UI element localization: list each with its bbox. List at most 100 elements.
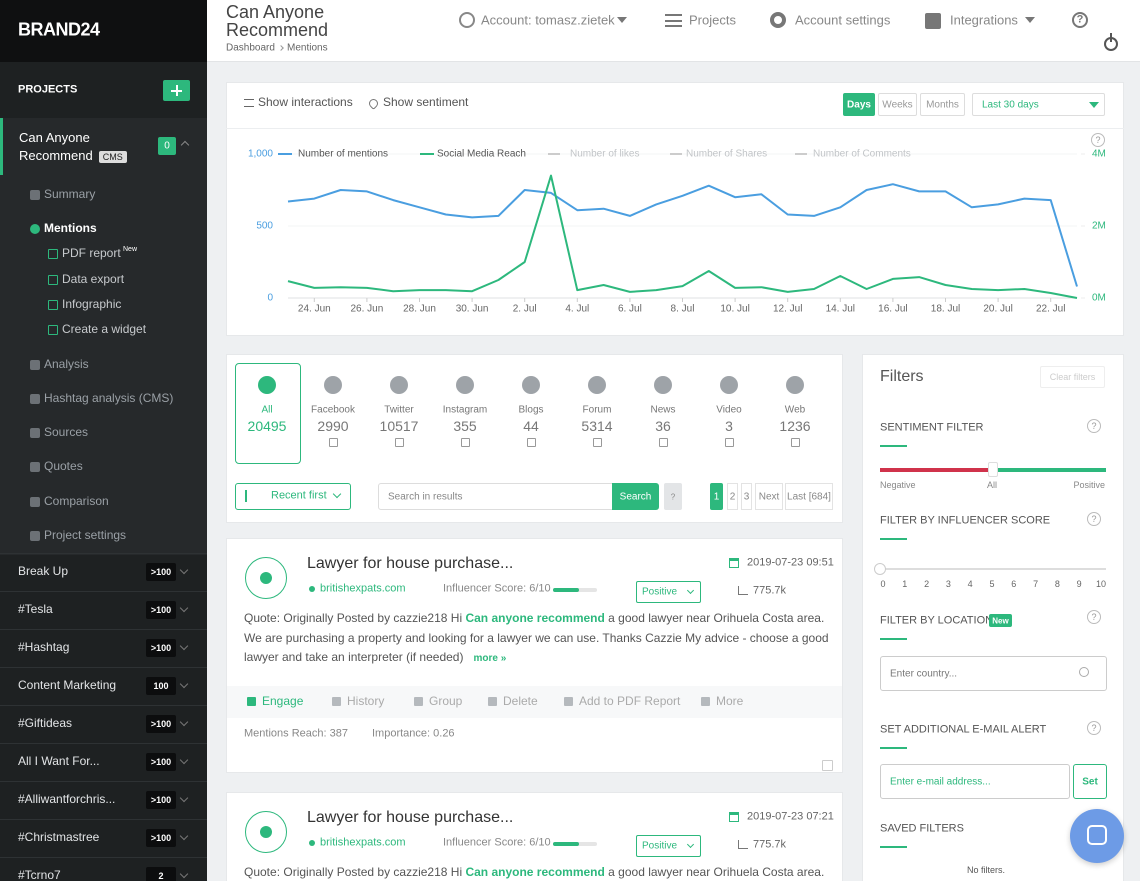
source-name[interactable]: Instagram [442,404,488,416]
x-tick-label: 2. Jul [513,304,537,315]
sentiment-label: Positive [1073,479,1105,490]
project-separator [0,591,207,592]
quote-text: a good lawyer near Orihuela Costa area. … [244,611,829,665]
nav-account[interactable]: Account: tomasz.zietek [481,12,615,28]
project-name[interactable]: #Giftideas [18,716,73,731]
menu-item[interactable]: Comparison [44,494,109,509]
source-name[interactable]: Forum [582,404,612,416]
source-tab-active[interactable] [235,363,301,464]
sentiment-handle[interactable] [988,462,998,477]
action-label[interactable]: Group [429,694,463,709]
clear-filters-button[interactable] [1040,366,1105,388]
help-text[interactable]: ? [1076,13,1084,26]
submenu-item[interactable]: Create a widget [62,322,147,337]
project-name[interactable]: #Christmastree [18,830,100,845]
toggle-sentiment[interactable]: Show sentiment [383,95,469,110]
source-checkbox[interactable] [329,438,338,447]
breadcrumb[interactable]: Dashboard [226,42,275,54]
source-name[interactable]: Web [784,404,806,416]
nav-integrations[interactable]: Integrations [950,12,1018,28]
scale-label: 6 [1011,578,1017,589]
project-name[interactable]: #Hashtag [18,640,70,655]
sort-icon [245,490,253,502]
heading-underline [880,445,907,447]
action-label[interactable]: Engage [262,694,304,709]
cms-badge: CMS [98,151,127,163]
source-checkbox[interactable] [593,438,602,447]
help-icon [1087,610,1101,624]
source-checkbox[interactable] [791,438,800,447]
mention-source[interactable]: britishexpats.com [320,836,406,849]
toggle-interactions[interactable]: Show interactions [258,95,353,110]
menu-item-active[interactable]: Mentions [44,221,97,236]
source-name[interactable]: Blogs [518,404,544,416]
source-icon [258,376,276,394]
range-dropdown[interactable] [972,93,1105,116]
menu-item[interactable]: Hashtag analysis (CMS) [44,391,174,406]
project-name[interactable]: Break Up [18,564,69,579]
submenu-item[interactable]: Data export [62,272,125,287]
project-name[interactable]: #Tesla [18,602,53,617]
page-button[interactable] [741,483,752,510]
sort-dropdown[interactable] [235,483,351,510]
select-checkbox[interactable] [822,760,833,771]
action-label[interactable]: Delete [503,694,538,709]
menu-item[interactable]: Sources [44,425,89,440]
chat-launcher[interactable] [1070,809,1124,863]
action-icon [332,697,341,706]
action-label[interactable]: History [347,694,385,709]
project-name[interactable]: All I Want For... [18,754,100,769]
source-checkbox[interactable] [659,438,668,447]
sentiment-dropdown[interactable] [636,581,701,603]
active-project-name: Can Anyone Recommend CMS [19,129,129,166]
menu-item[interactable]: Summary [44,187,96,202]
email-set-button[interactable] [1073,764,1107,799]
source-name[interactable]: Video [716,404,742,416]
action-label[interactable]: Add to PDF Report [579,694,681,709]
sentiment-dropdown[interactable] [636,835,701,857]
search-button[interactable] [612,483,659,510]
source-checkbox[interactable] [725,438,734,447]
source-name[interactable]: Twitter [384,404,414,416]
y2-tick-label: 0M [1092,293,1106,304]
project-name[interactable]: Content Marketing [18,678,117,693]
source-name[interactable]: All [261,404,273,416]
menu-item[interactable]: Project settings [44,528,127,543]
action-icon [414,697,423,706]
location-input[interactable] [880,656,1107,691]
page-button[interactable] [710,483,723,510]
project-name[interactable]: #Alliwantforchris... [18,792,116,807]
active-project-accent [0,118,3,175]
nav-projects[interactable]: Projects [689,12,736,28]
mention-source[interactable]: britishexpats.com [320,582,406,595]
period-button[interactable] [878,93,917,116]
menu-item[interactable]: Analysis [44,357,89,372]
source-checkbox[interactable] [527,438,536,447]
page-last[interactable] [785,483,833,510]
legend-label: Number of mentions [298,149,388,160]
source-name[interactable]: Facebook [311,404,355,416]
submenu-item[interactable]: PDF report [62,246,121,261]
more-link[interactable]: more » [473,653,507,665]
project-name[interactable]: #Tcrno7 [18,868,61,881]
scale-label: 0 [880,578,886,589]
page-button[interactable] [727,483,738,510]
source-checkbox[interactable] [461,438,470,447]
source-name[interactable]: News [650,404,676,416]
action-label[interactable]: More [716,694,744,709]
reach-icon [738,840,748,849]
source-count: 44 [523,417,539,434]
page-next[interactable] [755,483,783,510]
nav-settings[interactable]: Account settings [795,12,891,28]
menu-item[interactable]: Quotes [44,459,83,474]
period-button[interactable] [920,93,965,116]
power-icon-bar [1110,33,1112,42]
email-input[interactable] [880,764,1070,799]
submenu-item[interactable]: Infographic [62,297,122,312]
projects-icon-mid [665,19,682,22]
mention-title[interactable]: Lawyer for house purchase... [307,808,514,826]
period-label: Days [847,98,871,110]
mention-title[interactable]: Lawyer for house purchase... [307,554,514,572]
source-checkbox[interactable] [395,438,404,447]
period-button[interactable] [843,93,875,116]
